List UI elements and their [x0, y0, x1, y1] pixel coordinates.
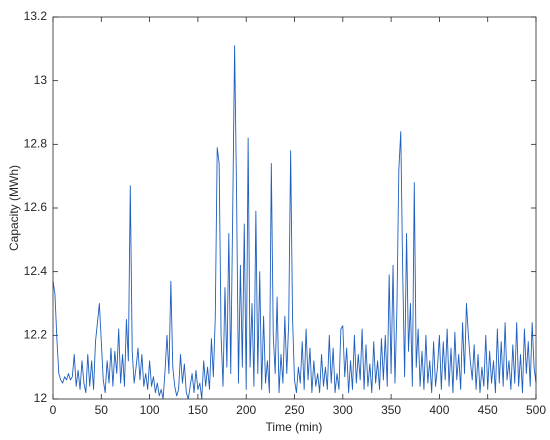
x-tick-label: 350 — [381, 403, 401, 417]
y-tick-label: 13.2 — [24, 9, 48, 23]
x-tick-label: 250 — [284, 403, 304, 417]
x-tick-label: 500 — [526, 403, 546, 417]
x-tick-label: 450 — [478, 403, 498, 417]
y-axis-label: Capacity (MWh) — [7, 165, 21, 251]
y-tick-label: 12.6 — [24, 200, 48, 214]
data-line — [52, 45, 537, 400]
y-tick-label: 12.2 — [24, 328, 48, 342]
x-tick-label: 300 — [333, 403, 353, 417]
x-tick-label: 100 — [140, 403, 160, 417]
x-tick-label: 400 — [429, 403, 449, 417]
y-tick-label: 12.4 — [24, 264, 48, 278]
x-axis-label: Time (min) — [266, 420, 323, 434]
y-tick-label: 12.8 — [24, 137, 48, 151]
x-tick-label: 50 — [95, 403, 109, 417]
x-tick-label: 0 — [50, 403, 57, 417]
x-tick-label: 150 — [188, 403, 208, 417]
axes-frame — [52, 16, 537, 400]
y-tick-label: 13 — [34, 73, 48, 87]
y-tick-label: 12 — [34, 391, 48, 405]
x-tick-label: 200 — [236, 403, 256, 417]
